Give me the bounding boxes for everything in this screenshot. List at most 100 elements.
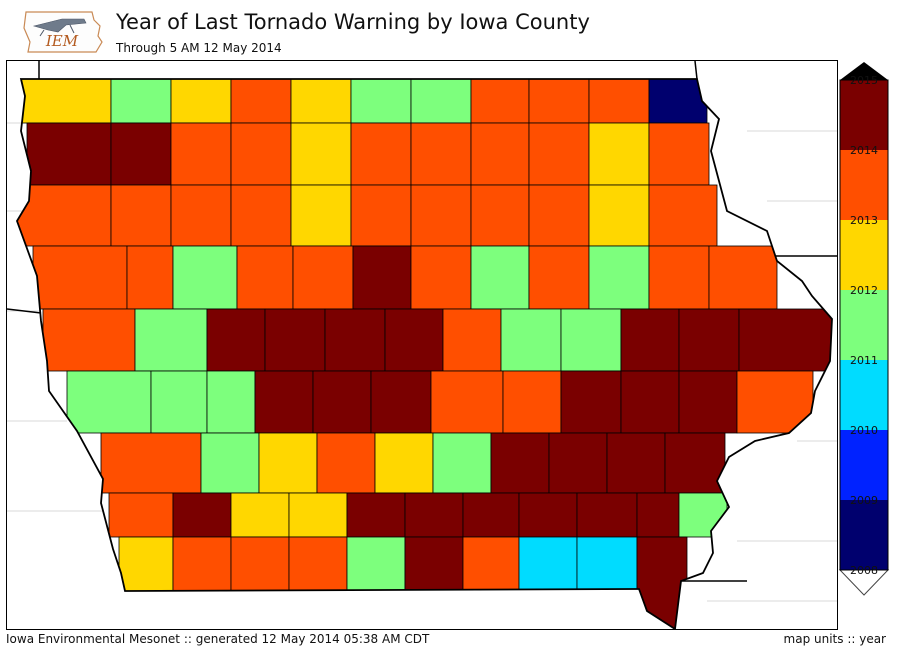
county-cell (288, 536, 348, 629)
county-cell (230, 184, 292, 247)
county-cell (636, 536, 688, 629)
county-cells (17, 79, 832, 629)
county-cell (708, 245, 778, 310)
legend-band (840, 150, 888, 220)
county-cell (206, 308, 266, 372)
county-cell (410, 245, 472, 310)
legend-labels: 2015 2014 2013 2012 2011 2010 2009 2008 (850, 74, 878, 577)
legend-tick-label: 2012 (850, 284, 878, 297)
county-cell (410, 184, 472, 247)
county-cell (110, 79, 172, 124)
county-cell (470, 245, 530, 310)
legend-tick-label: 2011 (850, 354, 878, 367)
county-cell (230, 79, 292, 124)
legend-band (840, 80, 888, 150)
county-cell (170, 184, 232, 247)
county-cell (42, 308, 136, 372)
county-cell (404, 536, 464, 629)
county-cell (316, 432, 376, 494)
county-cell (26, 122, 112, 186)
county-cell (404, 492, 464, 538)
county-cell (736, 370, 814, 434)
county-cell (110, 184, 172, 247)
county-cell (470, 122, 530, 186)
county-cell (20, 79, 112, 124)
legend-tick-label: 2014 (850, 144, 878, 157)
county-cell (200, 432, 260, 494)
county-cell (352, 245, 412, 310)
county-cell (170, 79, 232, 124)
county-cell (664, 432, 726, 494)
legend-band (840, 500, 888, 570)
county-cell (264, 308, 326, 372)
county-cell (32, 245, 128, 310)
county-cell (560, 308, 622, 372)
footer-credit: Iowa Environmental Mesonet :: generated … (6, 632, 430, 646)
county-cell (288, 492, 348, 538)
county-cell (230, 492, 290, 538)
county-cell (118, 536, 174, 629)
county-cell (346, 536, 406, 629)
county-cell (528, 79, 590, 124)
county-cell (172, 492, 232, 538)
county-cell (230, 536, 290, 629)
county-cell (432, 432, 492, 494)
county-cell (588, 245, 650, 310)
county-cell (290, 79, 352, 124)
legend-frame (839, 79, 889, 571)
legend-tick-label: 2008 (850, 564, 878, 577)
county-cell (648, 245, 710, 310)
county-cell (500, 308, 562, 372)
county-cell (442, 308, 502, 372)
county-cell (648, 184, 718, 247)
county-cell (290, 184, 352, 247)
county-cell (620, 308, 680, 372)
county-cell (66, 370, 152, 434)
page-title: Year of Last Tornado Warning by Iowa Cou… (116, 10, 590, 34)
county-cell (258, 432, 318, 494)
footer-units: map units :: year (783, 632, 886, 646)
county-cell (470, 79, 530, 124)
county-cell (254, 370, 314, 434)
county-cell (588, 79, 650, 124)
legend-tick-label: 2010 (850, 424, 878, 437)
county-cell (576, 492, 638, 538)
county-map (6, 60, 838, 630)
iem-logo: IEM (22, 6, 104, 58)
county-cell (548, 432, 608, 494)
legend-band (840, 220, 888, 290)
county-cell (648, 122, 710, 186)
county-cell (134, 308, 208, 372)
legend-band (840, 430, 888, 500)
county-cell (462, 492, 520, 538)
county-cell (110, 122, 172, 186)
county-cell (374, 432, 434, 494)
county-cell (606, 432, 666, 494)
county-cell (150, 370, 208, 434)
county-cell (470, 184, 530, 247)
legend-tick-label: 2015 (850, 74, 878, 87)
legend-tick-label: 2009 (850, 494, 878, 507)
county-cell (528, 245, 590, 310)
legend-band (840, 360, 888, 430)
county-cell (518, 536, 578, 629)
county-cell (312, 370, 372, 434)
county-cell (620, 370, 680, 434)
county-cell (230, 122, 292, 186)
county-cell (236, 245, 294, 310)
state-boundaries (7, 61, 837, 582)
legend-band (840, 290, 888, 360)
county-cell (346, 492, 406, 538)
county-cell (528, 122, 590, 186)
county-cell (324, 308, 386, 372)
county-cell (350, 122, 412, 186)
county-cell (410, 122, 472, 186)
county-cell (410, 79, 472, 124)
county-cell (678, 492, 728, 538)
county-cell (126, 245, 174, 310)
iowa-outline (16, 78, 833, 629)
county-cell (528, 184, 590, 247)
county-cell (636, 492, 680, 538)
county-cell (290, 122, 352, 186)
county-cell (588, 184, 650, 247)
